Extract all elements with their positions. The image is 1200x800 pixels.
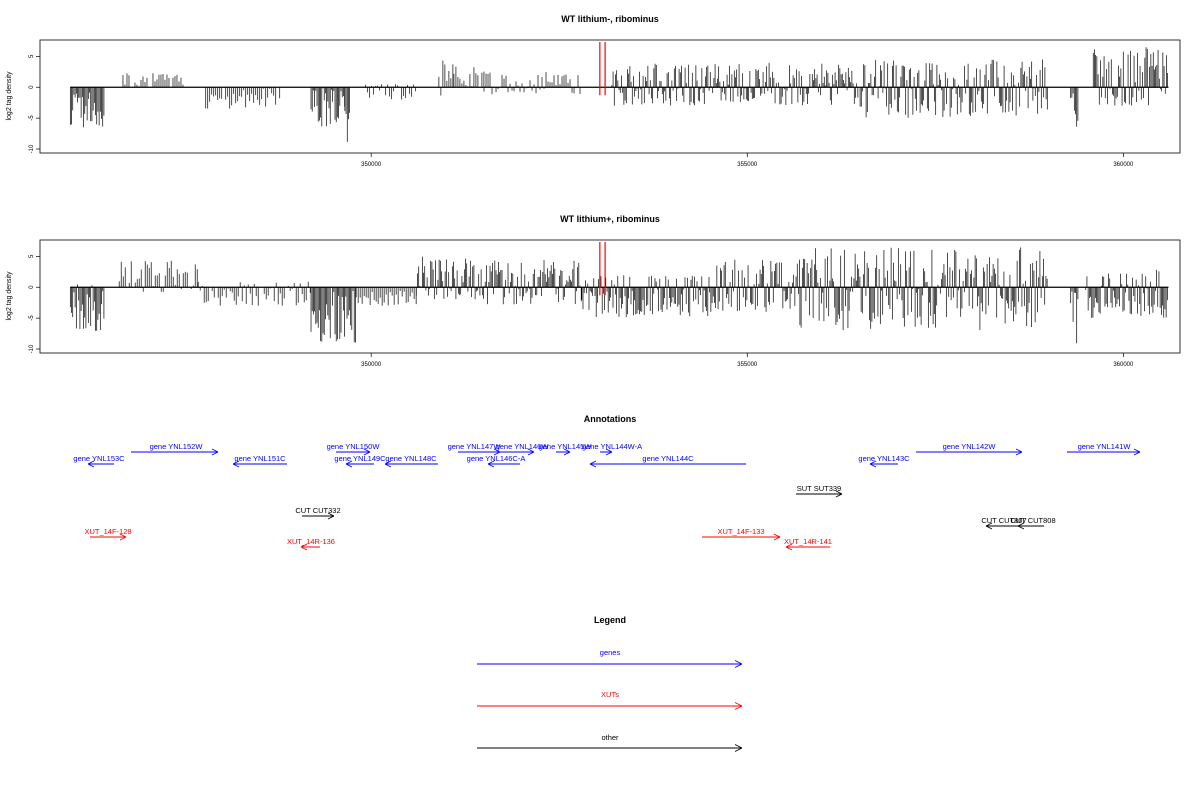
feature-label: XUT_14R-141 — [784, 537, 832, 546]
legend-arrow-xuts — [477, 702, 743, 710]
feature-label: CUT CUT808 — [1010, 516, 1055, 525]
feature-label: gene YNL147W — [448, 442, 502, 451]
y-tick-label: 5 — [29, 54, 35, 58]
density-bars — [69, 242, 1169, 344]
arrow-ynl146c-a — [487, 460, 520, 468]
panel-title: WT lithium+, ribominus — [560, 214, 660, 224]
x-tick-label: 350000 — [361, 362, 382, 368]
feature-label: gene YNL152W — [150, 442, 204, 451]
arrow-cut332 — [302, 512, 335, 520]
feature-label: gene YNL146C-A — [467, 454, 526, 463]
feature-arrows — [87, 448, 1141, 551]
annotations-panel: Annotations gene Y — [73, 414, 1141, 551]
arrow-ynl153c — [87, 460, 114, 468]
track-panel-lithium-minus: WT lithium-, ribominus log2 tag density … — [6, 14, 1181, 168]
density-bars — [69, 42, 1169, 142]
y-tick-label: -5 — [29, 115, 35, 121]
arrow-ynl145w — [556, 448, 571, 456]
feature-label: XUT_14R-136 — [287, 537, 335, 546]
feature-label: gene YNL146W — [496, 442, 550, 451]
arrow-ynl152w — [131, 448, 219, 456]
y-tick-label: -5 — [29, 315, 35, 321]
arrow-ynl146w — [500, 448, 535, 456]
legend-label-other: other — [601, 733, 619, 742]
panel-title: WT lithium-, ribominus — [561, 14, 659, 24]
legend-arrow-other — [477, 744, 743, 752]
arrow-ynl149c — [345, 460, 374, 468]
feature-label: CUT CUT332 — [295, 506, 340, 515]
x-tick-label: 360000 — [1113, 162, 1134, 168]
y-tick-label: 0 — [29, 85, 35, 89]
axes: -10 -5 0 5 350000 355000 360000 — [29, 254, 1134, 368]
y-tick-label: -10 — [29, 344, 35, 353]
y-axis-label: log2 tag density — [6, 71, 13, 121]
y-tick-label: 0 — [29, 285, 35, 289]
legend: Legend genes XUTs other — [477, 615, 743, 752]
feature-label: gene YNL143C — [858, 454, 910, 463]
feature-label: gene YNL150W — [327, 442, 381, 451]
arrow-xut-14f-133 — [702, 533, 781, 541]
plot-frame — [39, 39, 1181, 154]
y-tick-label: 5 — [29, 254, 35, 258]
arrow-ynl147w — [458, 448, 501, 456]
y-tick-label: -10 — [29, 144, 35, 153]
legend-label-xuts: XUTs — [601, 690, 619, 699]
feature-label: gene YNL151C — [234, 454, 286, 463]
feature-label: gene YNL149C — [334, 454, 386, 463]
feature-labels: gene YNL153C gene YNL152W gene YNL151C g… — [73, 442, 1131, 546]
feature-label: gene YNL144W-A — [582, 442, 642, 451]
arrow-ynl143c — [869, 460, 898, 468]
feature-label: gene YNL141W — [1078, 442, 1132, 451]
feature-label: CUT CUT807 — [981, 516, 1026, 525]
arrow-xut-14f-128 — [90, 533, 127, 541]
arrow-ynl144c — [589, 460, 746, 468]
feature-label: XUT_14F-133 — [717, 527, 764, 536]
feature-label: gene YNL144C — [642, 454, 694, 463]
feature-label: gene YNL145W — [539, 442, 593, 451]
arrow-ynl148c — [384, 460, 438, 468]
x-tick-label: 355000 — [737, 162, 758, 168]
arrow-ynl142w — [916, 448, 1023, 456]
feature-label: gene YNL153C — [73, 454, 125, 463]
x-tick-label: 355000 — [737, 362, 758, 368]
plot-frame — [39, 239, 1181, 354]
arrow-xut-14r-136 — [300, 543, 320, 551]
arrow-ynl151c — [232, 460, 287, 468]
axes: -10 -5 0 5 350000 355000 360000 — [29, 54, 1134, 168]
legend-label-genes: genes — [600, 648, 621, 657]
feature-label: gene YNL142W — [943, 442, 997, 451]
arrow-xut-14r-141 — [785, 543, 830, 551]
legend-arrow-genes — [477, 660, 743, 668]
arrow-ynl144w-a — [600, 448, 613, 456]
annotations-title: Annotations — [584, 414, 637, 424]
track-panel-lithium-plus: WT lithium+, ribominus log2 tag density … — [6, 214, 1181, 368]
feature-label: gene YNL148C — [385, 454, 437, 463]
x-tick-label: 360000 — [1113, 362, 1134, 368]
arrow-sut339 — [796, 490, 843, 498]
feature-label: SUT SUT339 — [797, 484, 841, 493]
legend-title: Legend — [594, 615, 626, 625]
x-tick-label: 350000 — [361, 162, 382, 168]
feature-label: XUT_14F-128 — [84, 527, 131, 536]
arrow-cut808 — [1017, 522, 1044, 530]
arrow-ynl141w — [1067, 448, 1141, 456]
arrow-ynl150w — [336, 448, 371, 456]
y-axis-label: log2 tag density — [6, 271, 13, 321]
